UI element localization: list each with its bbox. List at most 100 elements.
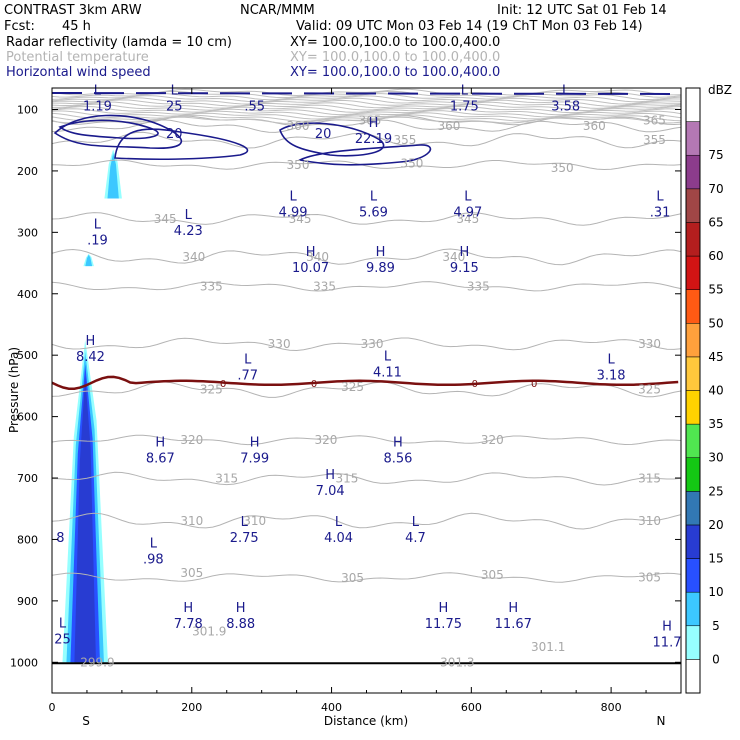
theta-label-335: 335: [313, 279, 336, 293]
extremum-value: 4.11: [373, 365, 402, 380]
theta-label-340: 340: [306, 250, 329, 264]
wind-contour-1: [58, 119, 159, 140]
extremum-value: .31: [650, 206, 671, 221]
x-tick-label: 0: [49, 701, 56, 714]
extremum-value: 2.75: [230, 531, 259, 546]
plot-frame: [51, 87, 682, 694]
extremum-marker-L: L: [607, 352, 615, 367]
wind-contour-label: 20: [315, 127, 332, 142]
extremum-value: 11.67: [495, 617, 532, 632]
y-tick-label: 300: [17, 226, 38, 239]
extremum-marker-L: L: [150, 537, 158, 552]
extremum-value: 4.04: [324, 531, 353, 546]
y-tick-label: 400: [17, 288, 38, 301]
theta-contour-305: [52, 572, 681, 583]
theta-label-350: 350: [400, 157, 423, 171]
theta-upper-contour: [52, 101, 681, 109]
colorbar-level-label: 55: [708, 283, 723, 297]
x-tick-label: 200: [181, 701, 202, 714]
theta-surface-label: 301.3: [440, 655, 474, 669]
extremum-value: 4.97: [453, 206, 482, 221]
reflectivity-band-20-cell-0: [74, 376, 96, 663]
extremum-marker-H: H: [250, 435, 260, 450]
extremum-value: 9.15: [450, 261, 479, 276]
theta-surface-label: 299.9: [80, 655, 114, 669]
extremum-marker-H: H: [438, 601, 448, 616]
extremum-marker-L: L: [562, 83, 570, 98]
extremum-marker-H: H: [376, 245, 386, 260]
theta-label-320: 320: [180, 433, 203, 447]
extremum-marker-H: H: [155, 435, 165, 450]
theta-contour-320: [52, 434, 681, 446]
extremum-marker-L: L: [656, 190, 664, 205]
colorbar-level-label: 20: [708, 518, 723, 532]
extremum-marker-L: L: [464, 190, 472, 205]
theta-upper-contour: [52, 95, 681, 103]
colorbar-unit: dBZ: [708, 83, 732, 97]
colorbar-swatch: [685, 356, 701, 391]
theta-label-325: 325: [200, 383, 223, 397]
extremum-marker-L: L: [412, 515, 420, 530]
theta-label-360: 360: [438, 119, 461, 133]
wind-contour-3: [279, 122, 385, 157]
extremum-value: .55: [244, 99, 265, 114]
theta-label-335: 335: [467, 279, 490, 293]
extremum-marker-L: L: [384, 349, 392, 364]
extremum-value: 11.75: [425, 617, 462, 632]
field-3-name: Horizontal wind speed: [6, 65, 151, 80]
theta-label-315: 315: [215, 472, 238, 486]
extremum-value: 25: [54, 633, 71, 648]
center-name: NCAR/MMM: [240, 3, 315, 18]
extremum-value: .77: [237, 368, 258, 383]
theta-label-305: 305: [481, 568, 504, 582]
extremum-marker-L: L: [244, 352, 252, 367]
colorbar-swatch: [685, 188, 701, 223]
theta-label-365: 365: [643, 114, 666, 128]
theta-upper-contour: [52, 112, 681, 120]
theta-upper-contour: [52, 97, 681, 105]
theta-label-315: 315: [638, 472, 661, 486]
x-tick-label: 600: [461, 701, 482, 714]
theta-label-355: 355: [643, 133, 666, 147]
theta-contour-345: [52, 212, 681, 226]
wind-contour-0: [53, 114, 183, 149]
extremum-marker-H: H: [459, 245, 469, 260]
colorbar-swatch: [685, 659, 701, 694]
x-axis-title: Distance (km): [324, 714, 408, 728]
colorbar-level-label: 50: [708, 316, 723, 330]
theta-label-310: 310: [180, 514, 203, 528]
theta-surface-label: 301.9: [192, 625, 226, 639]
theta-label-335: 335: [200, 279, 223, 293]
x-tick-label: 400: [321, 701, 342, 714]
theta-label-320: 320: [481, 433, 504, 447]
theta-contour-315: [52, 471, 681, 486]
colorbar-swatch: [685, 323, 701, 358]
theta-label-325: 325: [341, 380, 364, 394]
colorbar-swatch: [685, 524, 701, 559]
extremum-value: 4.23: [174, 224, 203, 239]
colorbar-swatch: [685, 591, 701, 627]
extremum-marker-H: H: [393, 435, 403, 450]
theta-label-350: 350: [287, 158, 310, 172]
extremum-marker-L: L: [335, 515, 343, 530]
colorbar-swatch: [685, 222, 701, 257]
colorbar-swatch: [685, 121, 701, 156]
extremum-value: 3.58: [551, 99, 580, 114]
freezing-level-label: 0: [472, 379, 478, 390]
extremum-marker-L: L: [94, 83, 102, 98]
colorbar-level-label: 0: [712, 652, 720, 666]
theta-contour-365: [52, 115, 681, 126]
extremum-marker-L: L: [59, 617, 67, 632]
colorbar-swatch: [685, 390, 701, 425]
y-tick-label: 900: [17, 595, 38, 608]
reflectivity-band-10-cell-2: [85, 254, 93, 267]
theta-contour-340: [52, 248, 681, 266]
extremum-marker-H: H: [508, 601, 518, 616]
extremum-value: 25: [166, 99, 183, 114]
y-tick-label: 800: [17, 533, 38, 546]
colorbar-swatch: [685, 457, 701, 492]
colorbar-level-label: 35: [708, 417, 723, 431]
theta-label-330: 330: [638, 337, 661, 351]
extremum-value: 5.69: [359, 206, 388, 221]
